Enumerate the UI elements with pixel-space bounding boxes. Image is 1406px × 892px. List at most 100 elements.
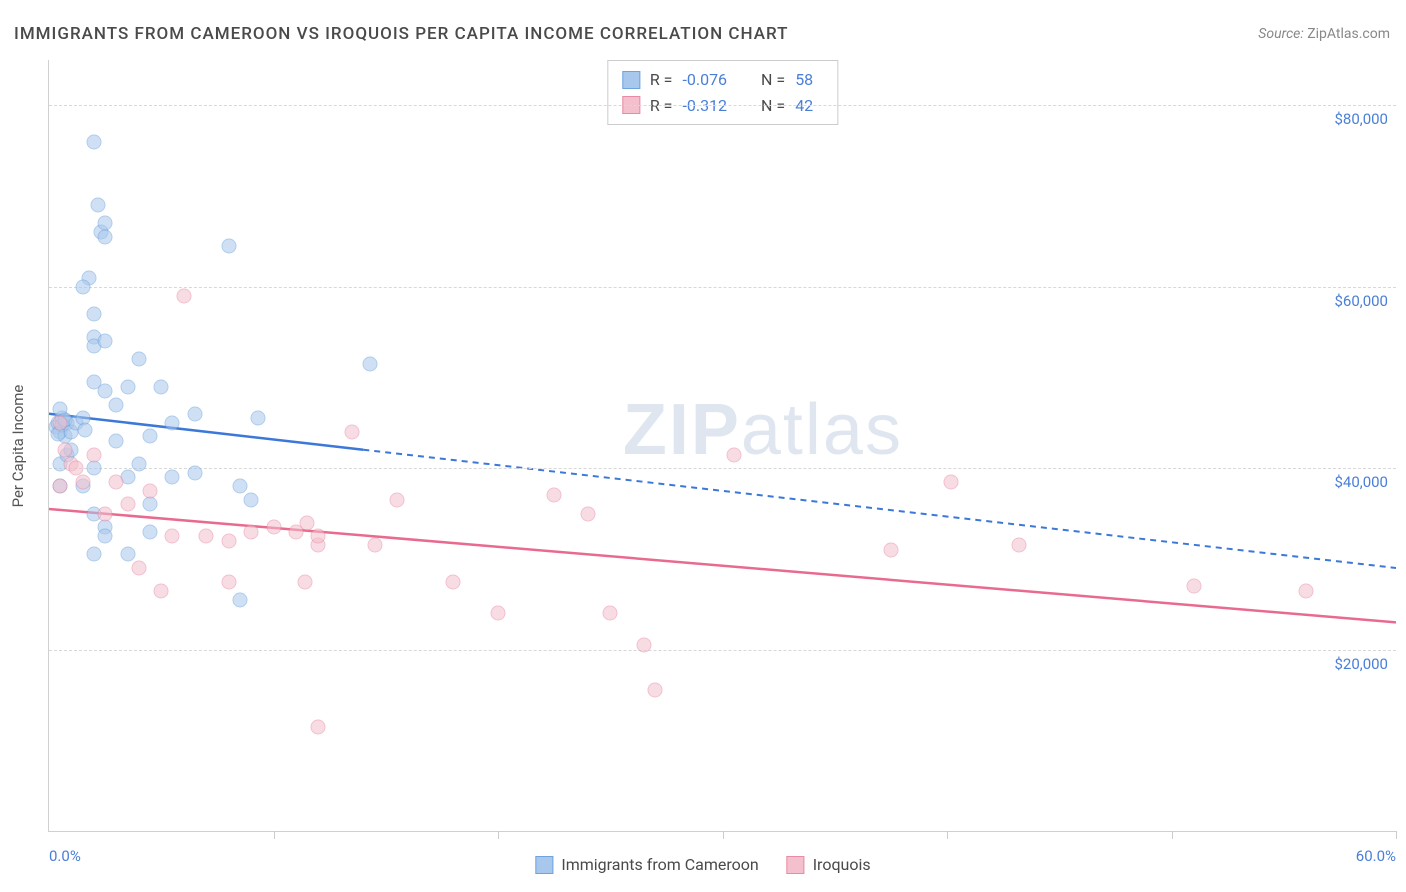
r-label: R = <box>650 67 673 93</box>
y-tick-label: $20,000 <box>1334 655 1388 673</box>
scatter-marker <box>143 524 158 539</box>
scatter-marker <box>883 542 898 557</box>
scatter-marker <box>311 529 326 544</box>
scatter-marker <box>98 384 113 399</box>
gridline-horizontal <box>49 468 1396 469</box>
y-tick-label: $60,000 <box>1334 292 1388 310</box>
scatter-marker <box>250 411 265 426</box>
n-value: 58 <box>795 67 813 93</box>
scatter-marker <box>187 465 202 480</box>
scatter-marker <box>603 606 618 621</box>
scatter-marker <box>77 423 92 438</box>
scatter-marker <box>244 492 259 507</box>
scatter-marker <box>131 560 146 575</box>
trend-lines-svg <box>49 60 1396 831</box>
scatter-marker <box>446 574 461 589</box>
scatter-marker <box>154 583 169 598</box>
scatter-marker <box>86 461 101 476</box>
x-tick <box>1172 831 1173 839</box>
plot-area: ZIPatlas R =-0.076 N =58R =-0.312 N =42 … <box>48 60 1396 832</box>
gridline-horizontal <box>49 650 1396 651</box>
x-tick <box>1396 831 1397 839</box>
scatter-marker <box>221 533 236 548</box>
scatter-marker <box>367 538 382 553</box>
gridline-horizontal <box>49 287 1396 288</box>
chart-container: IMMIGRANTS FROM CAMEROON VS IROQUOIS PER… <box>0 0 1406 892</box>
scatter-marker <box>165 415 180 430</box>
stats-legend: R =-0.076 N =58R =-0.312 N =42 <box>607 60 838 125</box>
stats-legend-row: R = -0.076 N = 58 <box>622 67 823 93</box>
x-tick <box>947 831 948 839</box>
gridline-horizontal <box>49 105 1396 106</box>
watermark-bold: ZIP <box>623 390 741 470</box>
n-label: N = <box>761 67 785 93</box>
scatter-marker <box>53 479 68 494</box>
legend-item: Immigrants from Cameroon <box>535 855 758 874</box>
scatter-marker <box>86 134 101 149</box>
scatter-marker <box>232 479 247 494</box>
scatter-marker <box>75 279 90 294</box>
scatter-marker <box>491 606 506 621</box>
legend-swatch <box>787 856 805 874</box>
scatter-marker <box>221 574 236 589</box>
scatter-marker <box>98 229 113 244</box>
source-name: ZipAtlas.com <box>1307 26 1390 42</box>
scatter-marker <box>266 520 281 535</box>
scatter-marker <box>120 547 135 562</box>
legend-swatch <box>622 71 640 89</box>
scatter-marker <box>143 497 158 512</box>
source-label: Source: <box>1258 26 1303 42</box>
scatter-marker <box>199 529 214 544</box>
scatter-marker <box>91 198 106 213</box>
legend-swatch <box>535 856 553 874</box>
scatter-marker <box>726 447 741 462</box>
watermark-light: atlas <box>741 390 903 470</box>
y-tick-label: $80,000 <box>1334 110 1388 128</box>
scatter-marker <box>143 483 158 498</box>
scatter-marker <box>244 524 259 539</box>
scatter-marker <box>165 470 180 485</box>
scatter-marker <box>311 719 326 734</box>
x-axis-label-right: 60.0% <box>1356 847 1396 865</box>
scatter-marker <box>86 547 101 562</box>
x-tick <box>498 831 499 839</box>
y-axis-title: Per Capita Income <box>9 385 27 508</box>
scatter-marker <box>109 474 124 489</box>
scatter-marker <box>98 506 113 521</box>
legend-item: Iroquois <box>787 855 871 874</box>
scatter-marker <box>1186 579 1201 594</box>
legend-label: Iroquois <box>813 855 871 874</box>
scatter-marker <box>1299 583 1314 598</box>
scatter-marker <box>131 456 146 471</box>
chart-title: IMMIGRANTS FROM CAMEROON VS IROQUOIS PER… <box>14 24 788 44</box>
scatter-marker <box>187 406 202 421</box>
scatter-marker <box>300 515 315 530</box>
watermark: ZIPatlas <box>623 389 903 471</box>
scatter-marker <box>75 474 90 489</box>
x-tick <box>723 831 724 839</box>
scatter-marker <box>580 506 595 521</box>
trendline-solid <box>49 414 363 450</box>
scatter-marker <box>109 397 124 412</box>
bottom-legend: Immigrants from Cameroon Iroquois <box>535 855 870 874</box>
scatter-marker <box>636 638 651 653</box>
scatter-marker <box>176 288 191 303</box>
scatter-marker <box>232 592 247 607</box>
scatter-marker <box>131 352 146 367</box>
x-axis-label-left: 0.0% <box>49 847 81 865</box>
scatter-marker <box>389 492 404 507</box>
scatter-marker <box>648 683 663 698</box>
scatter-marker <box>120 497 135 512</box>
scatter-marker <box>98 334 113 349</box>
scatter-marker <box>547 488 562 503</box>
scatter-marker <box>86 306 101 321</box>
scatter-marker <box>120 379 135 394</box>
legend-label: Immigrants from Cameroon <box>561 855 758 874</box>
scatter-marker <box>143 429 158 444</box>
scatter-marker <box>86 447 101 462</box>
y-tick-label: $40,000 <box>1334 473 1388 491</box>
scatter-marker <box>109 433 124 448</box>
scatter-marker <box>53 415 68 430</box>
r-value: -0.076 <box>682 67 727 93</box>
scatter-marker <box>221 238 236 253</box>
